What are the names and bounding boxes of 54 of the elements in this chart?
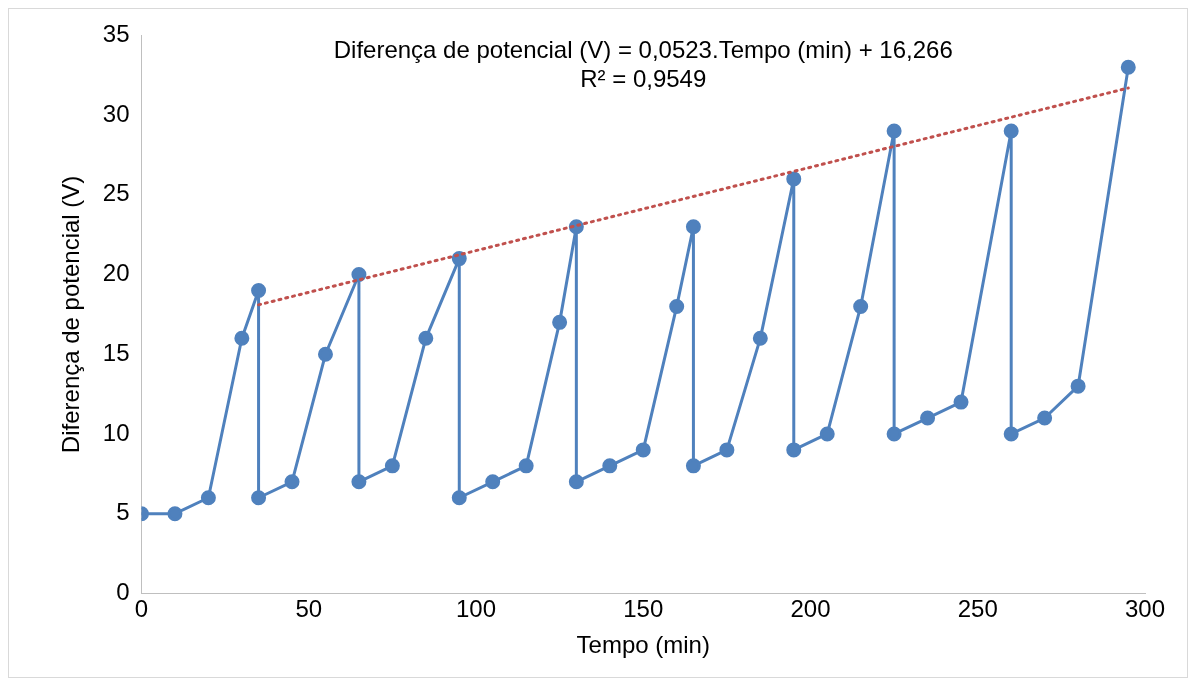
y-tick-label: 20 <box>102 259 130 287</box>
x-tick-label: 150 <box>623 595 664 623</box>
point <box>602 458 618 474</box>
point <box>518 458 534 474</box>
x-tick-label: 200 <box>790 595 831 623</box>
point <box>1037 410 1053 426</box>
point <box>552 314 568 330</box>
y-tick-label: 10 <box>102 418 130 446</box>
point <box>384 458 400 474</box>
y-tick-label: 0 <box>116 578 130 606</box>
point <box>485 474 501 490</box>
point <box>786 442 802 458</box>
point <box>451 490 467 506</box>
y-tick-label: 25 <box>102 179 130 207</box>
x-axis-title: Tempo (min) <box>576 631 710 659</box>
y-axis-title: Diferença de potencial (V) <box>57 175 85 454</box>
point <box>886 426 902 442</box>
y-tick-label: 5 <box>116 498 130 526</box>
point <box>685 219 701 235</box>
point <box>786 171 802 187</box>
x-tick-label: 50 <box>295 595 323 623</box>
x-tick-label: 0 <box>134 595 149 623</box>
point <box>317 346 333 362</box>
point <box>719 442 735 458</box>
point <box>418 330 434 346</box>
point <box>1003 123 1019 139</box>
point <box>234 330 250 346</box>
point <box>886 123 902 139</box>
point <box>853 298 869 314</box>
point <box>284 474 300 490</box>
y-tick-label: 15 <box>102 338 130 366</box>
point <box>1003 426 1019 442</box>
point <box>920 410 936 426</box>
x-tick-label: 300 <box>1124 595 1166 623</box>
annotation: Diferença de potencial (V) = 0,0523.Tempo (min) + 16,266 <box>333 36 953 64</box>
point <box>1120 59 1136 75</box>
point <box>953 394 969 410</box>
point <box>819 426 835 442</box>
x-tick-label: 250 <box>957 595 998 623</box>
point <box>251 490 267 506</box>
x-tick-label: 100 <box>455 595 497 623</box>
point <box>752 330 768 346</box>
point <box>568 474 584 490</box>
point <box>685 458 701 474</box>
point <box>167 506 183 522</box>
y-tick-label: 30 <box>102 99 130 127</box>
point <box>635 442 651 458</box>
point <box>1070 378 1086 394</box>
point <box>351 474 367 490</box>
point <box>251 282 267 298</box>
point <box>200 490 216 506</box>
y-tick-label: 35 <box>102 20 130 48</box>
annotation: R² = 0,9549 <box>580 65 707 93</box>
point <box>669 298 685 314</box>
